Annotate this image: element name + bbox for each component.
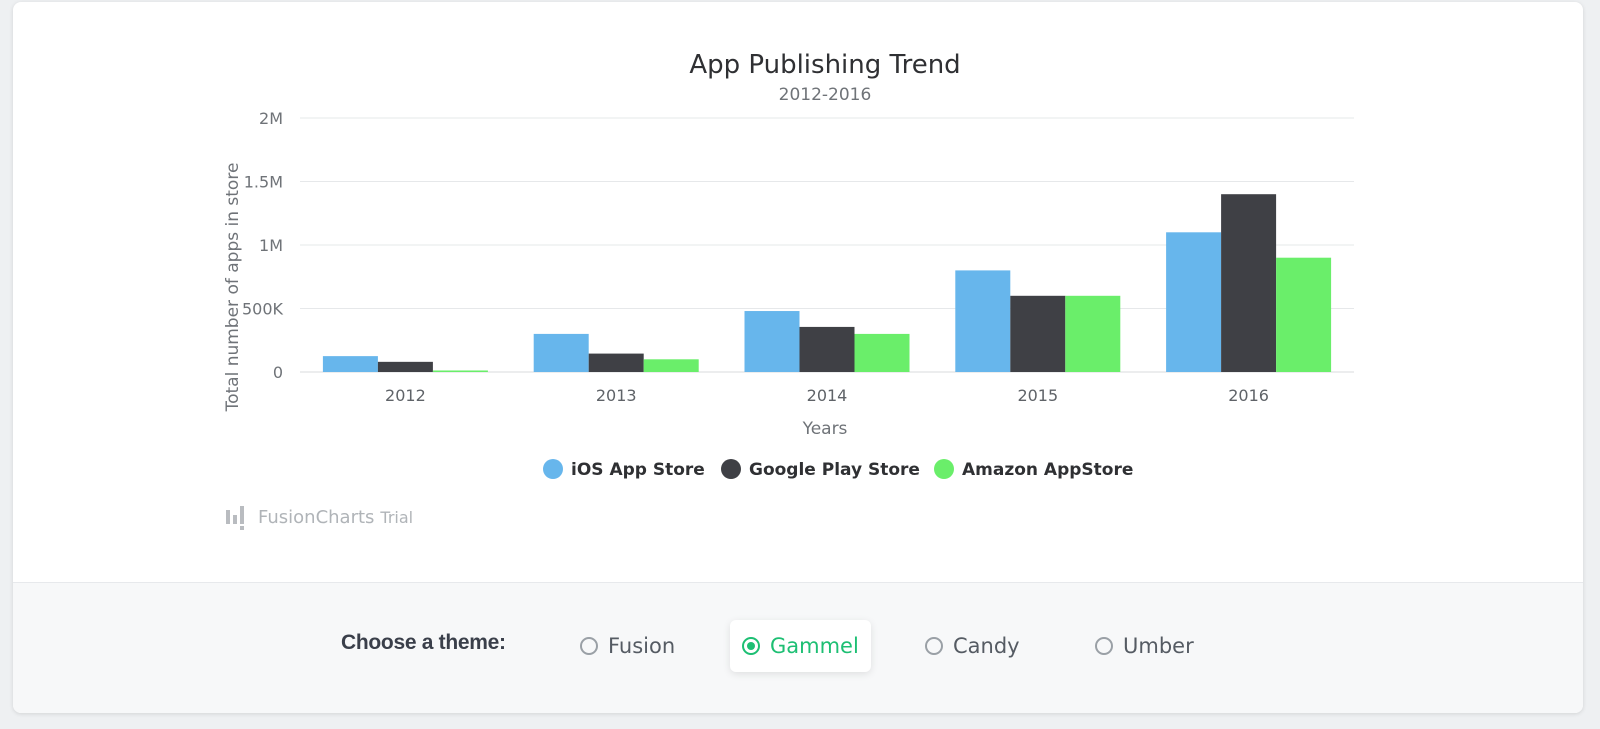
bar-ios-app-store-2012 [322,356,378,372]
theme-option-fusion[interactable]: Fusion [568,620,687,672]
bar-amazon-appstore-2013 [643,359,699,372]
y-tick-label: 1.5M [244,173,283,192]
bar-google-play-store-2016 [1221,194,1277,372]
legend-marker [934,459,954,479]
radio-button-fusion[interactable] [580,637,598,655]
x-tick-label: 2014 [807,386,848,405]
chart-subtitle: 2012-2016 [779,85,872,105]
theme-selector: Choose a theme: Fusion Gammel Candy Umbe… [13,582,1583,713]
bar-amazon-appstore-2015 [1065,295,1121,372]
bar-amazon-appstore-2012 [432,370,488,372]
y-tick-label: 1M [259,236,283,255]
y-tick-label: 2M [259,109,283,128]
radio-button-candy[interactable] [925,637,943,655]
radio-button-gammel[interactable] [742,637,760,655]
x-tick-label: 2015 [1017,386,1058,405]
bar-ios-app-store-2016 [1166,232,1222,372]
fusioncharts-logo-icon [226,506,244,530]
bar-google-play-store-2015 [1010,295,1066,372]
x-axis-title: Years [802,419,848,439]
bar-ios-app-store-2014 [744,311,800,372]
theme-option-label: Umber [1123,634,1194,658]
radio-button-umber[interactable] [1095,637,1113,655]
theme-option-label: Gammel [770,634,859,658]
chart-area: App Publishing Trend 2012-2016 0 500K 1M 1.5M… [13,2,1583,582]
theme-option-label: Fusion [608,634,676,658]
x-tick-label: 2012 [385,386,426,405]
y-axis-title: Total number of apps in store [223,163,243,413]
theme-option-label: Candy [953,634,1020,658]
theme-option-candy[interactable]: Candy [913,620,1032,672]
bar-google-play-store-2013 [588,353,644,372]
y-tick-label: 500K [242,300,284,319]
bar-chart: App Publishing Trend 2012-2016 0 500K 1M 1.5M… [223,50,1354,480]
y-tick-label: 0 [273,363,283,382]
chart-card: App Publishing Trend 2012-2016 0 500K 1M 1.5M… [13,2,1583,713]
legend-marker [721,459,741,479]
bar-amazon-appstore-2016 [1276,257,1332,372]
fusioncharts-trial-watermark: FusionCharts Trial [225,504,413,530]
bar-ios-app-store-2013 [533,333,589,372]
chart-title: App Publishing Trend [689,50,960,80]
legend-label: Amazon AppStore [962,460,1133,480]
legend-label: iOS App Store [571,460,705,480]
watermark-suffix: Trial [380,507,414,527]
legend-label: Google Play Store [749,460,920,480]
bar-amazon-appstore-2014 [854,333,910,372]
bar-google-play-store-2012 [377,361,433,372]
watermark-brand: FusionCharts [258,506,375,528]
x-tick-label: 2013 [596,386,637,405]
x-tick-label: 2016 [1228,386,1269,405]
theme-selector-label: Choose a theme: [341,631,506,654]
theme-option-gammel[interactable]: Gammel [730,620,871,672]
bar-ios-app-store-2015 [955,270,1011,372]
theme-option-umber[interactable]: Umber [1083,620,1206,672]
legend-marker [543,459,563,479]
bar-google-play-store-2014 [799,326,855,372]
